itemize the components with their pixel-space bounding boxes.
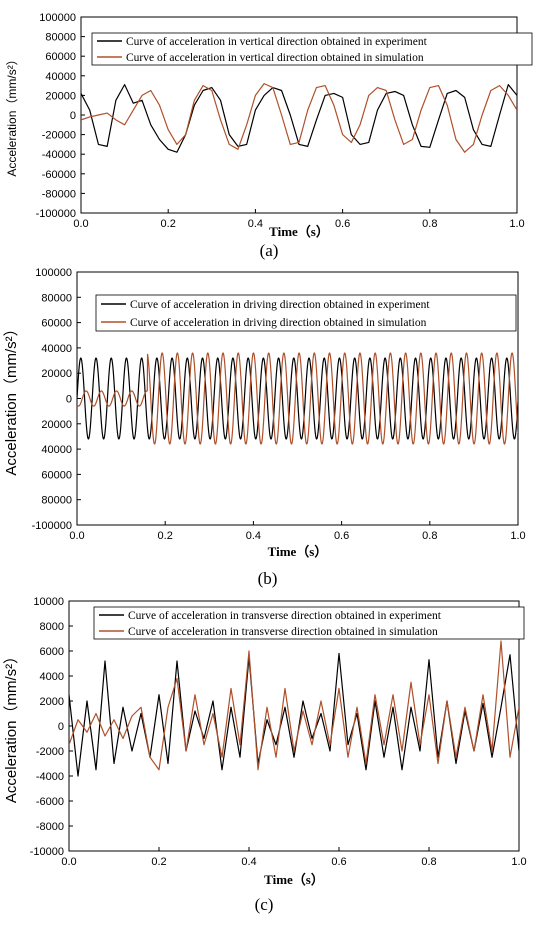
x-tick-label: 0.6	[331, 856, 346, 868]
y-tick-label: 100000	[39, 12, 76, 24]
y-tick-label: 0	[58, 721, 64, 733]
y-tick-label: -20000	[42, 130, 76, 142]
y-tick-label: 60000	[41, 318, 72, 330]
y-tick-label: 80000	[41, 292, 72, 304]
y-tick-label: 0	[70, 110, 76, 122]
y-tick-label: 0	[66, 394, 72, 406]
y-tick-label: -10000	[30, 846, 64, 858]
y-tick-label: -8000	[36, 821, 64, 833]
y-tick-label: 2000	[40, 696, 64, 708]
y-tick-label: 20000	[41, 368, 72, 380]
chart-panel-3: 10000 8000 6000 4000 2000 0 -2000 -4000 -6000 -80…	[3, 596, 527, 914]
y-axis-title: Acceleration（mm/s²）	[3, 321, 20, 475]
x-tick-label: 1.0	[509, 218, 524, 230]
legend-entry: Curve of acceleration in vertical direct…	[126, 36, 428, 48]
series-group	[69, 640, 519, 777]
chart-panel-2: 100000 80000 60000 40000 20000 0 20000 40000 600…	[3, 267, 526, 588]
x-tick-label: 0.8	[422, 218, 437, 230]
legend-entry: Curve of acceleration in driving directi…	[130, 317, 427, 329]
x-tick-label: 0.6	[335, 218, 350, 230]
x-axis-title: Time（s）	[264, 872, 324, 887]
y-tick-label: -80000	[42, 188, 76, 200]
y-tick-label: -40000	[42, 149, 76, 161]
y-tick-label: 10000	[33, 596, 64, 608]
legend-box	[91, 32, 533, 66]
y-axis-title: Acceleration（mm/s²）	[5, 53, 19, 176]
y-tick-label: 20000	[41, 419, 72, 431]
y-tick-label: -100000	[36, 208, 76, 220]
panel-label: (a)	[260, 241, 279, 260]
y-tick-label: -4000	[36, 771, 64, 783]
x-tick-label: 0.8	[421, 856, 436, 868]
legend: Curve of acceleration in driving directi…	[95, 294, 517, 332]
x-tick-label: 0.6	[334, 530, 349, 542]
x-tick-label: 0.8	[422, 530, 437, 542]
x-tick-label: 0.4	[246, 530, 261, 542]
y-tick-label: -2000	[36, 746, 64, 758]
series-group	[77, 352, 518, 445]
legend-entry: Curve of acceleration in driving directi…	[130, 299, 430, 311]
series-line-simulation	[69, 640, 519, 771]
y-tick-label: 20000	[45, 90, 76, 102]
legend-entry: Curve of acceleration in vertical direct…	[126, 52, 424, 64]
y-axis-title: Acceleration（mm/s²）	[3, 649, 20, 803]
series-line-experiment	[81, 84, 517, 153]
x-tick-label: 0.4	[241, 856, 256, 868]
x-tick-label: 0.2	[151, 856, 166, 868]
x-tick-label: 0.2	[161, 218, 176, 230]
y-tick-label: 40000	[41, 343, 72, 355]
y-tick-label: 4000	[40, 671, 64, 683]
y-tick-label: 6000	[40, 646, 64, 658]
y-tick-label: 40000	[41, 444, 72, 456]
y-tick-label: 40000	[45, 71, 76, 83]
x-tick-label: 1.0	[511, 856, 526, 868]
y-tick-label: -100000	[32, 520, 72, 532]
legend-entry: Curve of acceleration in transverse dire…	[128, 626, 438, 638]
x-axis-title: Time（s）	[269, 224, 329, 239]
legend: Curve of acceleration in transverse dire…	[93, 606, 525, 640]
x-tick-label: 0.2	[158, 530, 173, 542]
series-line-simulation	[81, 83, 517, 153]
y-tick-label: 60000	[41, 469, 72, 481]
series-line-experiment	[69, 652, 519, 777]
x-axis-title: Time（s）	[268, 544, 328, 559]
legend-box	[95, 294, 517, 332]
y-tick-label: 60000	[45, 51, 76, 63]
x-tick-label: 0.4	[248, 218, 263, 230]
y-tick-label: -6000	[36, 796, 64, 808]
y-tick-label: 100000	[35, 267, 72, 279]
chart-panel-1: 100000 80000 60000 40000 20000 0 -20000 -40000 -…	[5, 12, 533, 260]
x-tick-label: 1.0	[510, 530, 525, 542]
panel-label: (c)	[255, 895, 274, 914]
series-line-simulation	[77, 352, 518, 445]
legend: Curve of acceleration in vertical direct…	[91, 32, 533, 66]
series-line-experiment	[77, 357, 518, 440]
y-tick-label: 80000	[41, 495, 72, 507]
x-tick-label: 0.0	[73, 218, 88, 230]
y-tick-label: 8000	[40, 621, 64, 633]
y-tick-label: 80000	[45, 32, 76, 44]
x-tick-label: 0.0	[61, 856, 76, 868]
legend-box	[93, 606, 525, 640]
y-tick-label: -60000	[42, 169, 76, 181]
panel-label: (b)	[258, 569, 278, 588]
series-group	[81, 83, 517, 153]
x-tick-label: 0.0	[69, 530, 84, 542]
legend-entry: Curve of acceleration in transverse dire…	[128, 610, 442, 622]
